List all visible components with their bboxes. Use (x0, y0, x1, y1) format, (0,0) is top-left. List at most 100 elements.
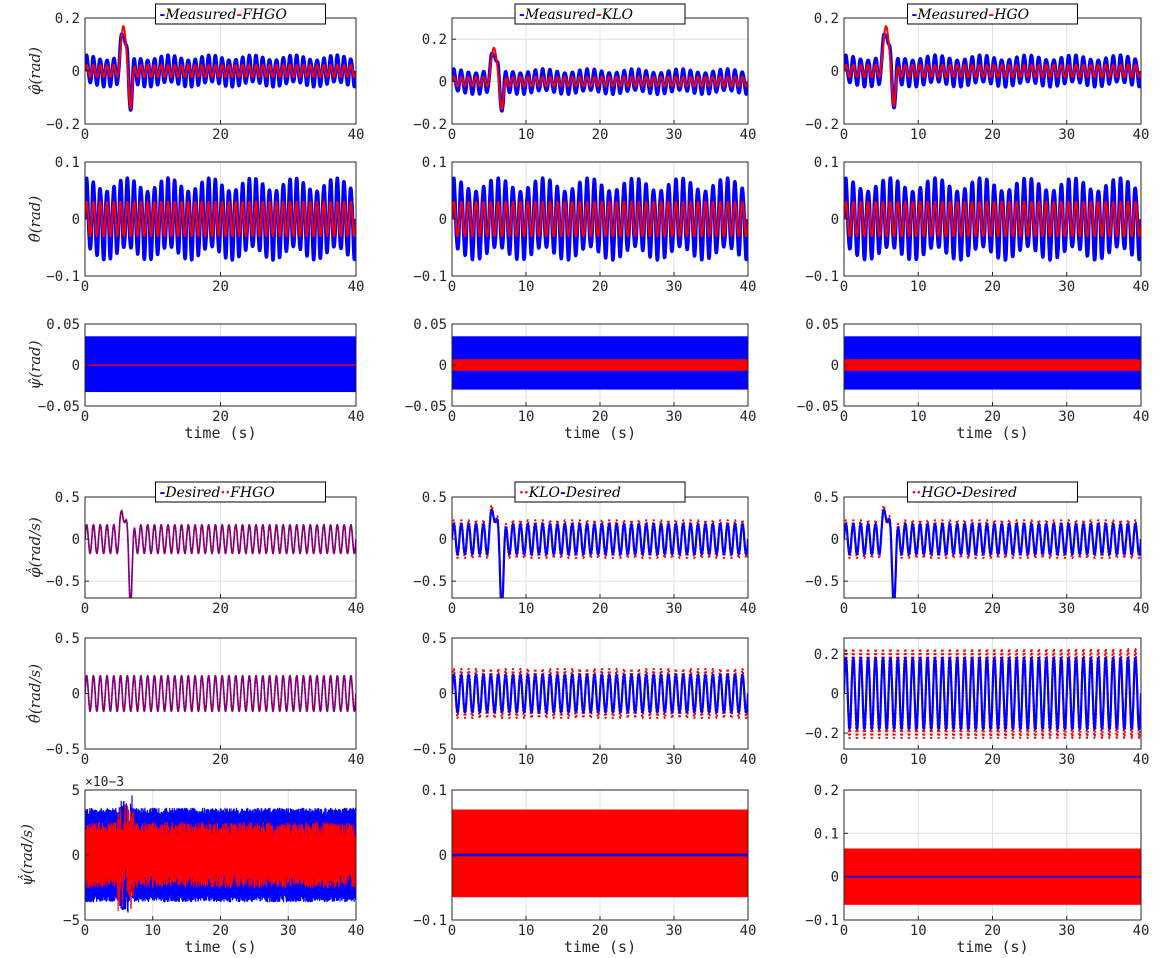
y-tick-label: −0.05 (797, 399, 839, 415)
series-desired-band (844, 875, 1141, 878)
subplot-3-1: 0 10 20 30 40−0.500.5 ··KLO-Desired (413, 481, 756, 617)
y-tick-label: 0.1 (814, 155, 839, 171)
x-tick-label: 30 (666, 601, 683, 617)
y-tick-label: −0.2 (805, 117, 839, 133)
x-tick-label: 20 (212, 127, 229, 143)
y-exponent-label: ×10−3 (85, 775, 124, 790)
x-tick-label: 0 (840, 752, 848, 768)
x-tick-label: 30 (1058, 752, 1075, 768)
y-tick-label: 0 (439, 75, 447, 91)
x-tick-label: 0 (448, 923, 456, 939)
subplot-3-2: 0 10 20 30 40−0.500.5 ··HGO-Desired (805, 481, 1150, 617)
y-tick-label: 0.2 (814, 783, 839, 799)
y-tick-label: 0.5 (55, 490, 80, 506)
x-tick-label: 40 (740, 127, 757, 143)
x-tick-label: 20 (212, 601, 229, 617)
x-tick-label: 40 (1133, 752, 1150, 768)
x-tick-label: 30 (666, 279, 683, 295)
y-axis-label: ψ̂̇(rad/s) (17, 824, 36, 886)
plot-area (85, 674, 356, 713)
legend: -Measured-FHGO (155, 3, 326, 25)
x-tick-label: 10 (910, 601, 927, 617)
x-tick-label: 10 (910, 127, 927, 143)
x-tick-label: 0 (81, 127, 89, 143)
y-tick-label: 0.1 (814, 826, 839, 842)
y-tick-label: 0 (72, 687, 80, 703)
y-tick-label: 0 (439, 212, 447, 228)
x-tick-label: 30 (666, 409, 683, 425)
x-tick-label: 0 (448, 127, 456, 143)
series-observer-line (85, 25, 356, 110)
y-tick-label: 0 (831, 687, 839, 703)
plot-area (452, 809, 748, 898)
y-axis-label: θ̂(rad) (26, 196, 44, 243)
y-tick-label: 0 (439, 848, 447, 864)
x-tick-label: 20 (592, 127, 609, 143)
y-tick-label: 0.2 (814, 647, 839, 663)
y-tick-label: 0 (831, 64, 839, 80)
y-axis-label: φ̂̇(rad/s) (25, 517, 44, 578)
legend: -Measured-KLO (514, 3, 686, 25)
x-tick-label: 20 (592, 923, 609, 939)
x-axis-label: time (s) (184, 424, 256, 442)
series-observer-band (452, 809, 748, 898)
subplot-4-0: 0 20 40−0.500.5θ̂̇(rad/s) (25, 631, 364, 768)
series-desired-band (452, 853, 748, 857)
x-tick-label: 40 (1133, 601, 1150, 617)
legend: -Desired··FHGO (155, 481, 326, 503)
x-tick-label: 20 (212, 752, 229, 768)
series-observer-band (85, 364, 356, 366)
x-tick-label: 0 (840, 923, 848, 939)
series-measured-band (85, 336, 356, 393)
x-tick-label: 10 (910, 279, 927, 295)
plot-area (85, 176, 356, 262)
plot-area (85, 509, 356, 598)
y-tick-label: −0.5 (413, 574, 447, 590)
plot-area (844, 336, 1141, 390)
x-tick-label: 10 (518, 409, 535, 425)
x-tick-label: 30 (1058, 923, 1075, 939)
x-tick-label: 0 (840, 601, 848, 617)
y-tick-label: 0.2 (814, 11, 839, 27)
x-tick-label: 30 (1058, 601, 1075, 617)
subplot-1-0: 0 20 40−0.100.1θ̂(rad) (26, 155, 364, 295)
y-axis-label: θ̂̇(rad/s) (25, 664, 44, 723)
legend-box (907, 481, 1078, 503)
x-tick-label: 0 (448, 409, 456, 425)
plot-area (452, 504, 748, 598)
x-tick-label: 40 (740, 279, 757, 295)
series-desired-line (844, 508, 1141, 598)
y-tick-label: 0 (831, 870, 839, 886)
legend-text: -Measured-KLO (519, 7, 633, 23)
legend-box (155, 481, 326, 503)
x-tick-label: 40 (348, 923, 365, 939)
y-tick-label: 0 (72, 64, 80, 80)
x-tick-label: 30 (666, 923, 683, 939)
y-tick-label: 0.5 (814, 490, 839, 506)
series-observer-band (452, 359, 748, 371)
y-tick-label: −5 (63, 913, 80, 929)
x-tick-label: 30 (666, 752, 683, 768)
x-tick-label: 10 (518, 127, 535, 143)
y-tick-label: −0.05 (38, 399, 80, 415)
x-tick-label: 20 (592, 279, 609, 295)
x-tick-label: 10 (518, 601, 535, 617)
x-axis-label: time (s) (184, 938, 256, 956)
plot-area (452, 46, 748, 113)
x-tick-label: 0 (448, 601, 456, 617)
legend-box (514, 481, 686, 503)
y-tick-label: 0.1 (422, 783, 447, 799)
series-observer-band (844, 359, 1141, 371)
plot-area (844, 504, 1141, 598)
plot-area (844, 176, 1141, 262)
y-tick-label: −0.1 (413, 913, 447, 929)
x-tick-label: 0 (81, 752, 89, 768)
y-tick-label: −0.5 (46, 574, 80, 590)
x-tick-label: 20 (592, 752, 609, 768)
x-tick-label: 40 (740, 923, 757, 939)
series-observer-line (452, 200, 748, 238)
subplot-4-2: 0 10 20 30 40−0.200.2 (805, 637, 1150, 768)
